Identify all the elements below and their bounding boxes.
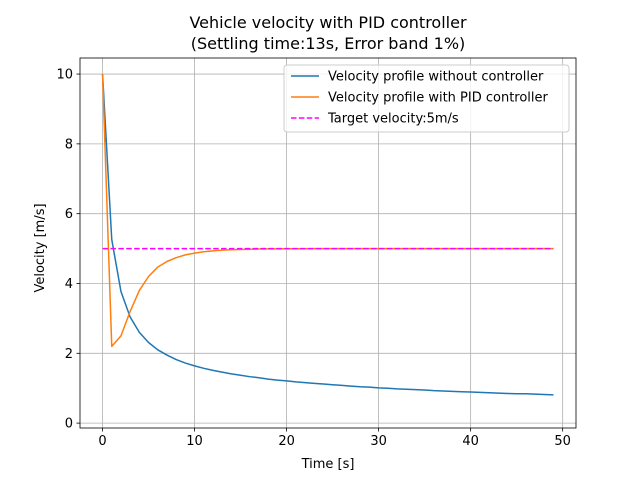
series-layer [101,74,554,396]
legend-label-pid-controller: Velocity profile with PID controller [328,91,549,106]
series-line-no-controller [101,74,554,396]
y-tick-label: 6 [65,207,73,222]
legend-box [283,64,570,133]
legend: Velocity profile without controller Velo… [283,64,570,133]
x-axis-label: Time [s] [301,457,355,472]
x-tick-label: 30 [370,434,387,449]
axis-ticks: 0 10 20 30 40 50 0 2 4 6 8 10 [56,68,570,449]
y-tick-label: 2 [65,347,73,362]
legend-label-target-velocity: Target velocity:5m/s [327,112,459,127]
x-tick-label: 40 [462,434,479,449]
x-tick-label: 10 [186,434,203,449]
y-tick-label: 4 [65,277,73,292]
x-tick-label: 50 [554,434,571,449]
legend-label-no-controller: Velocity profile without controller [328,70,544,85]
x-tick-label: 20 [278,434,295,449]
chart-title: Vehicle velocity with PID controller [189,13,466,32]
y-tick-label: 8 [65,137,73,152]
y-axis-label: Velocity [m/s] [33,203,48,292]
plot-frame [79,57,577,429]
y-tick-label: 0 [65,417,73,432]
x-tick-label: 0 [98,434,106,449]
y-tick-label: 10 [56,68,73,83]
chart-subtitle: (Settling time:13s, Error band 1%) [191,34,466,53]
